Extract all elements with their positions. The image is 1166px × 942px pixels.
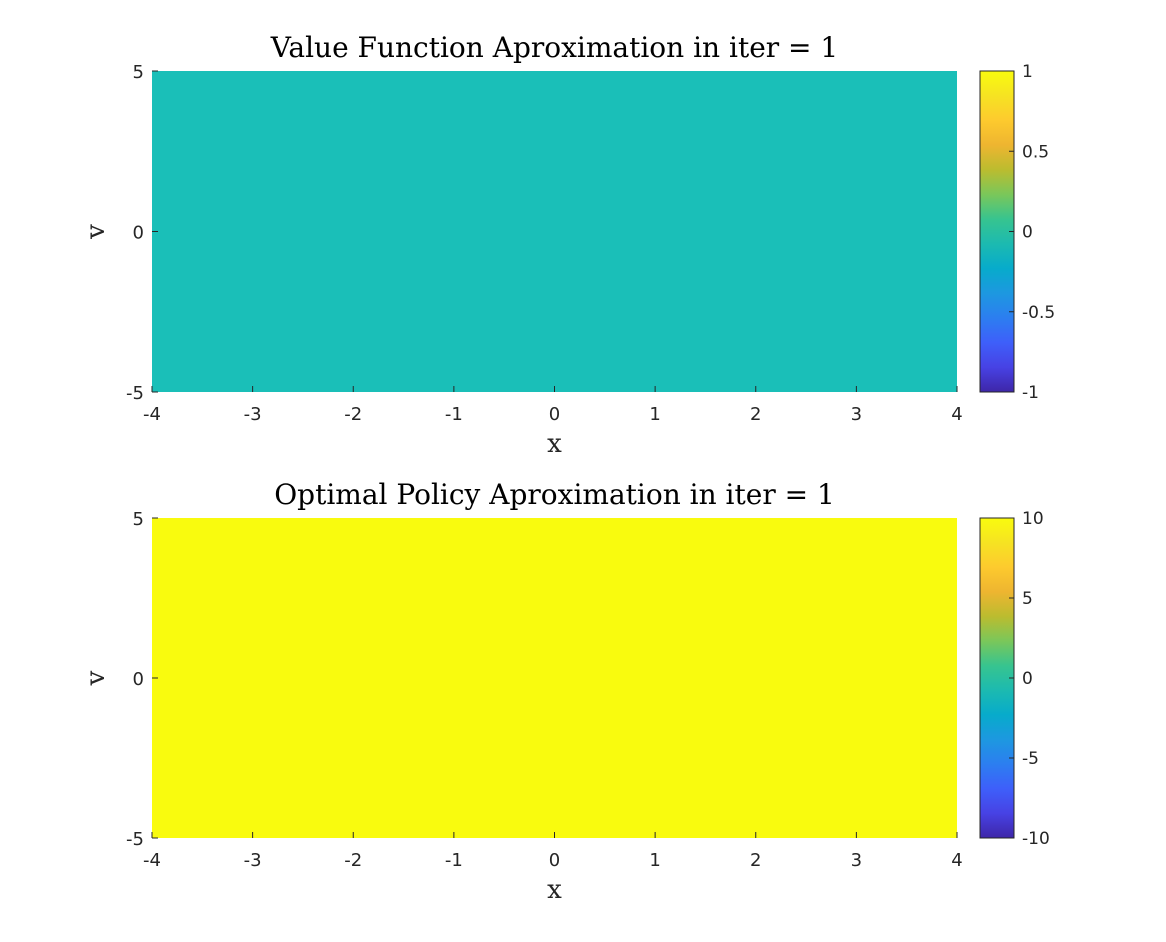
x-tick-label: 3 [851,404,862,425]
x-tick-label: 2 [750,850,761,871]
x-tick-label: 3 [851,850,862,871]
x-tick-label: 0 [549,850,560,871]
x-tick-label: -2 [344,850,362,871]
x-tick-label: -3 [244,850,262,871]
chart-title: Value Function Aproximation in iter = 1 [270,31,838,64]
x-tick-label: 4 [951,404,962,425]
x-tick-label: -1 [445,404,463,425]
chart-title: Optimal Policy Aproximation in iter = 1 [274,478,835,511]
x-tick-label: 1 [649,850,660,871]
y-tick-label: -5 [126,829,144,850]
x-tick-label: -4 [143,850,161,871]
colorbar-tick-label: -10 [1022,829,1050,849]
y-tick-label: -5 [126,383,144,404]
colorbar: -10 -5 0 5 10 [979,509,1050,849]
y-axis-label: v [81,224,111,240]
colorbar-tick-label: 1 [1022,62,1033,82]
colorbar-tick-label: -5 [1022,749,1039,769]
y-tick-label: 0 [133,223,144,244]
colorbar-gradient [979,70,1015,393]
subplot-2: Optimal Policy Aproximation in iter = 1 -… [81,478,1050,905]
colorbar: -1 -0.5 0 0.5 1 [979,62,1055,403]
y-tick-label: 5 [133,509,144,530]
heatmap-field [152,518,957,838]
colorbar-tick-label: 0 [1022,223,1033,243]
x-tick-label: 2 [750,404,761,425]
x-tick-label: -1 [445,850,463,871]
x-tick-label: 4 [951,850,962,871]
y-axis-label: v [81,670,111,686]
colorbar-tick-label: -1 [1022,383,1039,403]
colorbar-tick-label: 0 [1022,669,1033,689]
y-tick-label: 5 [133,62,144,83]
colorbar-tick-label: 0.5 [1022,142,1049,162]
x-axis-label: x [547,429,562,459]
colorbar-tick-label: 10 [1022,509,1044,529]
x-axis-label: x [547,875,562,905]
x-tick-label: -3 [244,404,262,425]
subplot-1: Value Function Aproximation in iter = 1 -… [81,31,1055,459]
plots-container: Value Function Aproximation in iter = 1 -… [81,31,1055,905]
x-tick-label: 0 [549,404,560,425]
colorbar-tick-label: -0.5 [1022,303,1055,323]
x-tick-label: 1 [649,404,660,425]
x-tick-label: -2 [344,404,362,425]
colorbar-gradient [979,517,1015,839]
y-tick-label: 0 [133,669,144,690]
x-tick-label: -4 [143,404,161,425]
heatmap-field [152,71,957,392]
colorbar-tick-label: 5 [1022,589,1033,609]
